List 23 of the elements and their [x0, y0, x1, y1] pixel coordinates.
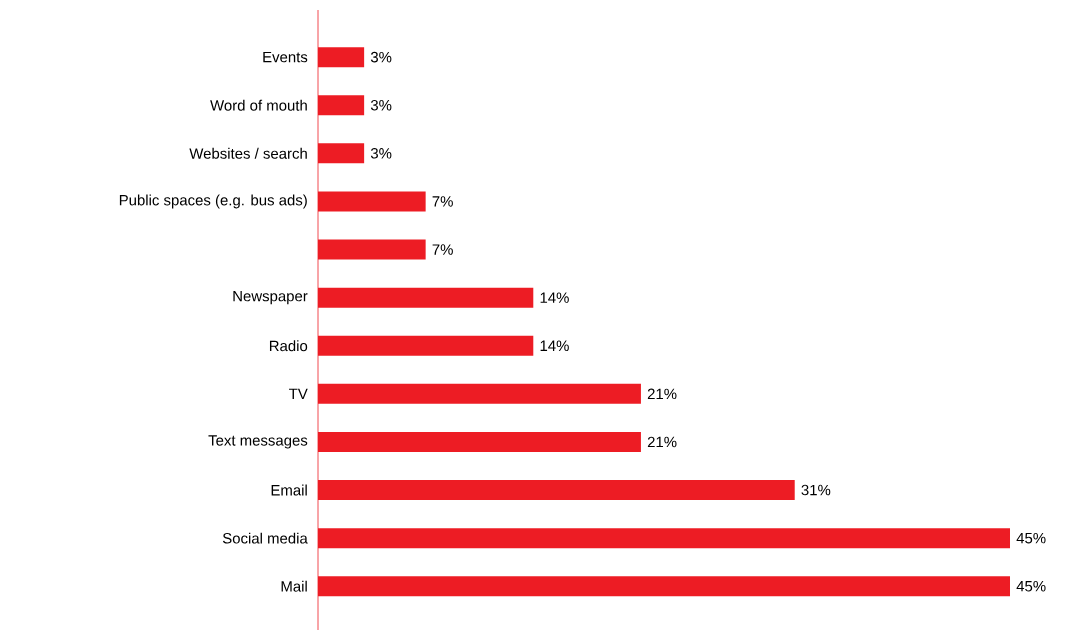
data-label: 14%: [540, 292, 569, 303]
y-tick-label: Newspaper: [233, 290, 308, 305]
y-tick-label: Mail: [281, 580, 307, 592]
data-label: 31%: [801, 484, 831, 496]
data-label: 3%: [370, 99, 392, 111]
y-tick-label: Email: [271, 484, 307, 496]
data-label: 21%: [647, 388, 677, 400]
y-tick-label: Public spaces (e.g. bus ads): [119, 194, 307, 209]
data-label: 7%: [432, 196, 453, 207]
y-tick-label: Text messages: [208, 435, 308, 449]
y-tick-label: Events: [263, 51, 308, 63]
y-tick-label: Word of mouth: [210, 99, 307, 111]
y-tick-label: Social media: [222, 532, 308, 544]
y-tick-label: Websites / search: [189, 147, 307, 159]
data-label: 45%: [1016, 532, 1046, 544]
data-label: 3%: [370, 148, 392, 159]
y-tick-label: Radio: [269, 340, 308, 352]
data-label: 14%: [540, 340, 569, 351]
data-label: 3%: [370, 51, 392, 63]
y-tick-label: TV: [289, 388, 308, 399]
data-label: 7%: [432, 244, 453, 255]
data-label: 21%: [647, 436, 677, 448]
data-label: 45%: [1016, 580, 1046, 592]
